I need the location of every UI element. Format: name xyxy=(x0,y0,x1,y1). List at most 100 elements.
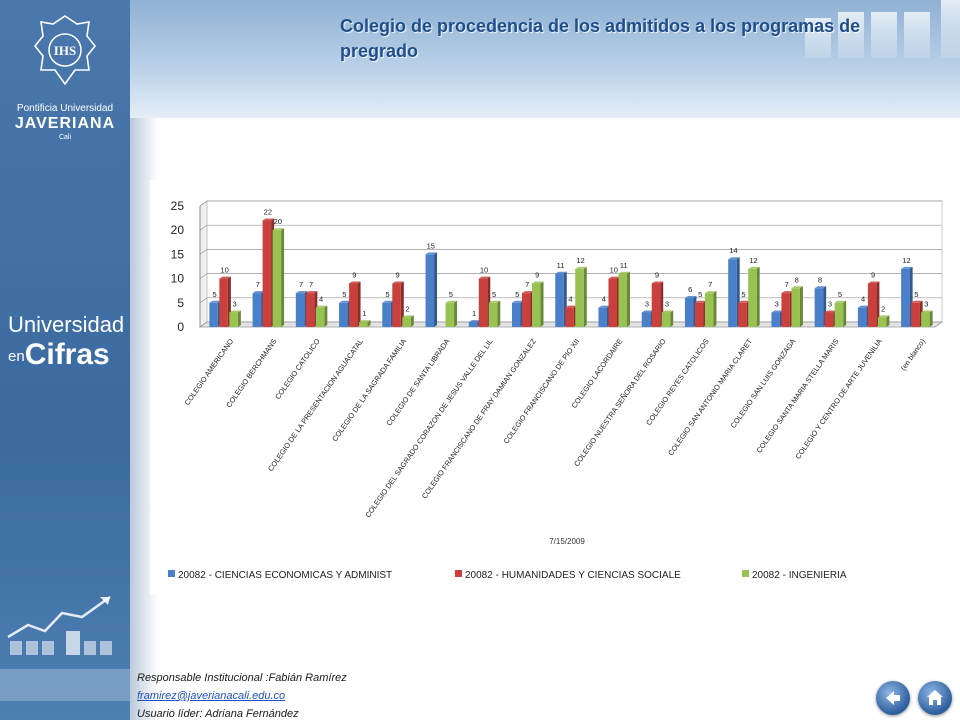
data-label: 7 xyxy=(256,280,260,289)
bar-top xyxy=(704,291,717,294)
back-button[interactable] xyxy=(876,681,910,715)
bar-top xyxy=(522,291,534,294)
data-label: 5 xyxy=(515,290,519,299)
data-label: 5 xyxy=(492,290,496,299)
footer-email-link[interactable]: framirez@javerianacali.edu.co xyxy=(137,690,286,702)
data-label: 5 xyxy=(914,290,918,299)
data-label: 2 xyxy=(405,304,409,313)
bar xyxy=(488,302,498,327)
category-label: COLEGIO BERCHMANS xyxy=(224,337,278,409)
bar-top xyxy=(867,281,880,284)
bar-top xyxy=(921,310,933,313)
data-label: 9 xyxy=(535,270,539,279)
bar xyxy=(738,302,747,327)
bar xyxy=(512,302,521,327)
bar xyxy=(814,288,824,327)
bar-side xyxy=(410,315,414,327)
footer: Responsable Institucional :Fabián Ramíre… xyxy=(137,669,347,723)
bar xyxy=(791,288,800,327)
bar xyxy=(532,283,541,327)
bar-top xyxy=(781,291,793,294)
legend-swatch xyxy=(742,570,749,577)
data-label: 4 xyxy=(602,295,606,304)
data-label: 4 xyxy=(861,295,865,304)
bar-top xyxy=(618,271,630,274)
data-label: 5 xyxy=(449,290,453,299)
section-label: Universidad enCifras xyxy=(8,312,124,372)
bar xyxy=(618,273,627,327)
data-label: 8 xyxy=(818,275,822,284)
y-tick-label: 25 xyxy=(171,199,185,213)
data-label: 6 xyxy=(688,285,692,294)
data-label: 10 xyxy=(610,266,618,275)
y-tick-label: 15 xyxy=(171,247,185,261)
legend-swatch xyxy=(168,570,175,577)
bar-side xyxy=(799,286,803,327)
data-label: 22 xyxy=(264,208,272,217)
bar xyxy=(684,297,694,327)
legend-label: 20082 - HUMANIDADES Y CIENCIAS SOCIALE xyxy=(465,570,681,581)
crest-icon: IHS xyxy=(33,15,97,86)
y-tick-label: 5 xyxy=(177,296,184,310)
bar xyxy=(555,273,564,327)
bar-top xyxy=(315,305,328,308)
bar-top xyxy=(305,291,318,294)
data-label: 9 xyxy=(352,270,356,279)
category-label: COLEGIO AMERICANO xyxy=(183,337,236,407)
bar-top xyxy=(272,228,285,231)
home-button[interactable] xyxy=(918,681,952,715)
bar-side xyxy=(281,228,285,327)
data-label: 7 xyxy=(525,280,529,289)
data-label: 12 xyxy=(749,256,757,265)
bar-top xyxy=(555,271,567,274)
bar xyxy=(252,293,262,327)
footer-responsible: Responsable Institucional :Fabián Ramíre… xyxy=(137,672,347,684)
category-label: COLEGIO SANTA MARIA STELLA MARIS xyxy=(754,337,840,455)
bar-top xyxy=(392,281,404,284)
bar-side xyxy=(400,281,404,327)
legend-label: 20082 - INGENIERIA xyxy=(752,570,847,581)
category-label: COLEGIO CATOLICO xyxy=(273,337,322,401)
bar xyxy=(565,307,574,327)
bar-side xyxy=(540,281,544,327)
bar-side xyxy=(357,281,361,327)
bar-top xyxy=(694,300,707,303)
bar xyxy=(651,283,661,327)
bar xyxy=(641,312,651,327)
section-label-line-2: en xyxy=(8,348,25,365)
data-label: 14 xyxy=(729,246,737,255)
bar-top xyxy=(608,276,620,279)
category-label: COLEGIO DE LA PRESENTACION AGUACATAL xyxy=(266,337,365,473)
bar-side xyxy=(237,310,241,327)
bar-top xyxy=(748,266,760,269)
section-label-line-3: Cifras xyxy=(24,338,110,371)
bar-top xyxy=(295,291,308,294)
bar-top xyxy=(359,320,371,323)
bar-side xyxy=(843,300,847,327)
bar-side xyxy=(670,310,674,327)
bar-top xyxy=(834,300,847,303)
bar-side xyxy=(454,300,458,327)
category-label: (en blanco) xyxy=(899,337,927,372)
data-label: 11 xyxy=(557,261,565,270)
y-tick-label: 10 xyxy=(171,272,185,286)
bar xyxy=(272,230,282,327)
bar xyxy=(522,293,531,327)
bar xyxy=(219,278,228,327)
bar-top xyxy=(229,310,241,313)
bar-top xyxy=(512,300,524,303)
category-label: COLEGIO SAN ANTONIO MARIA CLARET xyxy=(666,337,754,458)
data-label: 10 xyxy=(480,266,488,275)
data-label: 5 xyxy=(698,290,702,299)
data-label: 15 xyxy=(427,241,435,250)
data-label: 3 xyxy=(233,299,237,308)
bar-side xyxy=(886,315,890,327)
chart-side-wall xyxy=(199,200,208,328)
data-label: 7 xyxy=(785,280,789,289)
category-label: COLEGIO Y CENTRO DE ARTE JUVENILIA xyxy=(793,337,883,461)
bar xyxy=(877,317,887,327)
logo-line-1: Pontificia Universidad xyxy=(16,103,114,114)
bar-top xyxy=(382,300,394,303)
y-tick-label: 20 xyxy=(171,223,185,237)
bar xyxy=(728,259,737,327)
